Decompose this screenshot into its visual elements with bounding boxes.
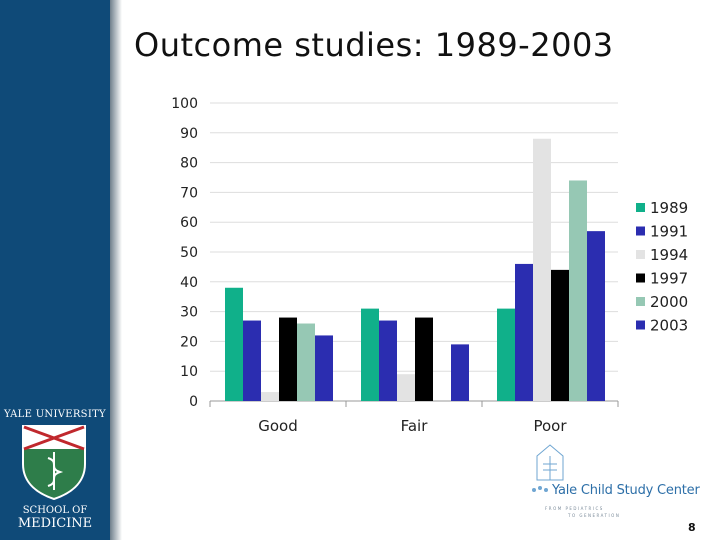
legend-label-2000: 2000 [650, 293, 688, 311]
bar-1997-fair [415, 317, 433, 401]
y-tick-label: 50 [180, 245, 198, 261]
legend-swatch-1991 [636, 226, 645, 236]
bar-1994-poor [533, 138, 551, 401]
y-tick-label: 0 [189, 394, 198, 410]
slide-title: Outcome studies: 1989-2003 [134, 26, 614, 64]
y-tick-label: 80 [180, 156, 198, 172]
bar-1989-good [225, 287, 243, 401]
y-axis-tick-labels: 0 10 20 30 40 50 60 70 80 90 100 [171, 96, 198, 410]
bars [225, 138, 605, 401]
y-tick-label: 10 [180, 364, 198, 380]
legend-swatch-1994 [636, 250, 645, 259]
bar-2000-poor [569, 180, 587, 401]
bar-1991-fair [379, 320, 397, 401]
bar-1997-poor [551, 269, 569, 401]
legend-swatch-1989 [636, 203, 645, 212]
legend-swatch-1997 [636, 273, 645, 283]
legend-label-1994: 1994 [650, 246, 688, 264]
y-tick-label: 100 [171, 96, 198, 112]
bar-1994-good [261, 392, 279, 401]
sidebar-shadow [110, 0, 122, 540]
bar-2000-good [297, 323, 315, 401]
medicine-text: MEDICINE [17, 516, 93, 531]
bar-1994-fair [397, 374, 415, 401]
legend-swatch-2000 [636, 297, 645, 306]
y-tick-label: 40 [180, 275, 198, 291]
yale-shield-icon [22, 425, 86, 500]
bar-1989-fair [361, 308, 379, 401]
legend: 1989 1991 1994 1997 2000 2003 [636, 199, 688, 335]
x-tick-label: Fair [401, 417, 429, 435]
x-tick-label: Poor [533, 417, 567, 435]
legend-label-1989: 1989 [650, 199, 688, 217]
child-study-center-house-icon [532, 444, 564, 492]
bar-1991-good [243, 320, 261, 401]
bar-2003-good [315, 335, 333, 401]
y-tick-label: 90 [180, 126, 198, 142]
legend-swatch-2003 [636, 320, 645, 330]
y-tick-label: 70 [180, 185, 198, 201]
school-of-medicine-label: SCHOOL OF MEDICINE [0, 504, 110, 530]
child-study-center-tagline-1: FROM PEDIATRICS [545, 506, 604, 511]
bar-2003-poor [587, 231, 605, 401]
y-tick-label: 60 [180, 215, 198, 231]
bar-1991-poor [515, 263, 533, 401]
child-study-center-name: Yale Child Study Center [552, 483, 700, 498]
bar-1989-poor [497, 308, 515, 401]
page-number: 8 [688, 521, 696, 534]
legend-label-2003: 2003 [650, 317, 688, 335]
school-of-text: SCHOOL OF [22, 505, 88, 516]
x-tick-label: Good [258, 417, 298, 435]
legend-label-1991: 1991 [650, 223, 688, 241]
y-tick-label: 30 [180, 305, 198, 321]
x-axis-tick-labels: Good Fair Poor [258, 417, 567, 435]
yale-university-label: YALE UNIVERSITY [4, 409, 106, 420]
bar-2003-fair [451, 344, 469, 401]
legend-label-1997: 1997 [650, 270, 688, 288]
bar-1997-good [279, 317, 297, 401]
y-tick-label: 20 [180, 334, 198, 350]
child-study-center-tagline-2: TO GENERATION [568, 513, 621, 518]
